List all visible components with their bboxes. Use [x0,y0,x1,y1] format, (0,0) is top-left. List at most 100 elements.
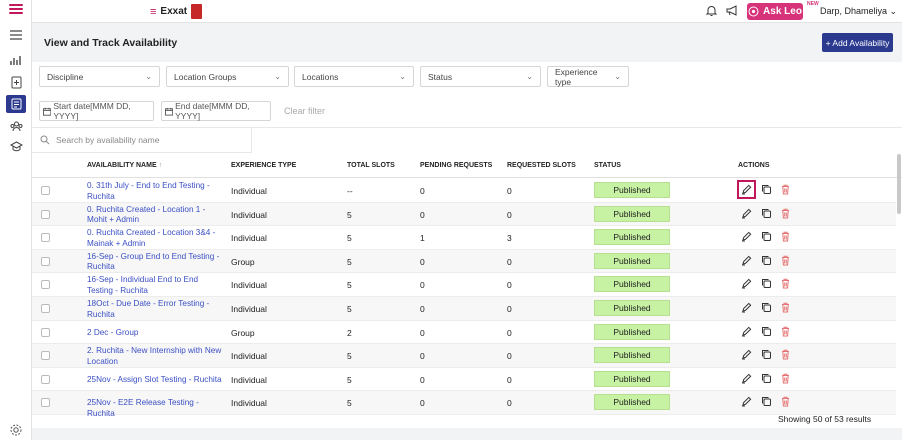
row-checkbox[interactable] [41,233,50,243]
scrollbar[interactable] [897,154,901,214]
availability-name-link[interactable]: 16-Sep - Group End to End Testing - Ruch… [87,251,220,272]
status-badge: Published [594,276,670,293]
status-badge: Published [594,229,670,246]
copy-icon[interactable] [761,396,773,408]
requested-slots-cell: 0 [507,327,512,338]
locations-dropdown[interactable]: Locations ⌄ [294,66,414,87]
start-date-placeholder: Start date[MMM DD, YYYY] [53,101,131,121]
edit-icon[interactable] [741,278,753,290]
delete-icon[interactable] [780,396,792,408]
edit-icon[interactable] [741,208,753,220]
edit-icon[interactable] [741,326,753,338]
brand[interactable]: ≡ Exxat [150,4,203,19]
total-slots-cell: 5 [347,280,352,291]
search-input[interactable]: Search by availability name [32,128,252,153]
copy-icon[interactable] [761,349,773,361]
graduation-icon[interactable] [6,137,26,155]
location-groups-dropdown[interactable]: Location Groups ⌄ [166,66,289,87]
copy-icon[interactable] [761,184,773,196]
status-badge: Published [594,370,670,387]
delete-icon[interactable] [780,208,792,220]
pending-requests-cell: 0 [420,280,425,291]
copy-icon[interactable] [761,326,773,338]
experience-type-dropdown[interactable]: Experience type ⌄ [547,66,629,87]
row-checkbox[interactable] [41,374,50,384]
table-row: 25Nov - Assign Slot Testing - Ruchita In… [32,368,896,392]
delete-icon[interactable] [780,326,792,338]
row-checkbox[interactable] [41,256,50,266]
edit-icon[interactable] [737,180,756,199]
edit-icon[interactable] [741,396,753,408]
availability-name-link[interactable]: 0. Ruchita Created - Location 1 - Mohit … [87,204,206,225]
edit-icon[interactable] [741,255,753,267]
status-label: Status [428,71,453,82]
brand-name: Exxat [160,6,188,17]
clear-filter-link[interactable]: Clear filter [284,106,326,116]
row-checkbox[interactable] [41,186,50,195]
row-checkbox[interactable] [41,327,50,337]
availability-table: Search by availability name AVAILABILITY… [32,128,902,428]
copy-icon[interactable] [761,302,773,314]
row-checkbox[interactable] [41,280,50,290]
ask-leo-button[interactable]: Ask Leo [747,3,803,20]
requested-slots-cell: 0 [507,256,512,267]
copy-icon[interactable] [761,231,773,243]
delete-icon[interactable] [780,302,792,314]
copy-icon[interactable] [761,373,773,385]
availability-name-link[interactable]: 25Nov - E2E Release Testing - Ruchita [87,398,199,418]
add-document-icon[interactable] [6,73,26,91]
discipline-dropdown[interactable]: Discipline ⌄ [39,66,160,87]
status-dropdown[interactable]: Status ⌄ [420,66,541,87]
total-slots-cell: 5 [347,398,352,409]
delete-icon[interactable] [780,231,792,243]
availability-name-link[interactable]: 16-Sep - Individual End to End Testing -… [87,275,199,295]
app-logo-icon[interactable] [9,4,23,18]
analytics-icon[interactable] [6,51,26,69]
brand-badge-icon [191,4,203,19]
table-row: 0. 31th July - End to End Testing - Ruch… [32,179,896,203]
availability-name-link[interactable]: 2. Ruchita - New Internship with New Loc… [87,346,222,366]
row-checkbox[interactable] [41,398,50,408]
status-badge: Published [594,347,670,364]
copy-icon[interactable] [761,208,773,220]
availability-name-link[interactable]: 25Nov - Assign Slot Testing - Ruchita [87,374,222,384]
total-slots-cell: 5 [347,374,352,385]
settings-icon[interactable] [9,423,23,437]
users-icon[interactable] [6,117,26,135]
availability-name-link[interactable]: 0. 31th July - End to End Testing - Ruch… [87,181,210,201]
edit-icon[interactable] [741,302,753,314]
delete-icon[interactable] [780,184,792,196]
bell-icon[interactable] [705,4,719,18]
start-date-field[interactable]: Start date[MMM DD, YYYY] [39,101,154,121]
copy-icon[interactable] [761,255,773,267]
status-badge: Published [594,300,670,316]
end-date-field[interactable]: End date[MMM DD, YYYY] [161,101,271,121]
availability-name-link[interactable]: 0. Ruchita Created - Location 3&4 - Main… [87,228,216,248]
availability-icon[interactable] [6,95,26,113]
delete-icon[interactable] [780,349,792,361]
row-checkbox[interactable] [41,209,50,219]
add-availability-button[interactable]: + Add Availability [822,33,893,52]
experience-type-cell: Individual [231,304,267,314]
user-menu[interactable]: Darp, Dhameliya ⌄ [820,6,897,17]
chevron-down-icon: ⌄ [399,72,406,81]
chevron-down-icon: ⌄ [145,72,152,81]
menu-icon[interactable] [6,26,26,44]
edit-icon[interactable] [741,349,753,361]
edit-icon[interactable] [741,373,753,385]
availability-name-link[interactable]: 2 Dec - Group [87,327,139,337]
table-row: 0. Ruchita Created - Location 3&4 - Main… [32,226,896,250]
availability-name-link[interactable]: 18Oct - Due Date - Error Testing - Ruchi… [87,299,210,319]
delete-icon[interactable] [780,278,792,290]
delete-icon[interactable] [780,373,792,385]
ask-leo-label: Ask Leo [763,6,802,17]
copy-icon[interactable] [761,278,773,290]
megaphone-icon[interactable] [725,4,739,18]
edit-icon[interactable] [741,231,753,243]
status-badge: Published [594,323,670,340]
row-checkbox[interactable] [41,304,50,313]
column-name-header[interactable]: AVAILABILITY NAME ↑ [87,162,163,169]
column-requested-header: REQUESTED SLOTS [507,162,576,169]
delete-icon[interactable] [780,255,792,267]
row-checkbox[interactable] [41,351,50,361]
